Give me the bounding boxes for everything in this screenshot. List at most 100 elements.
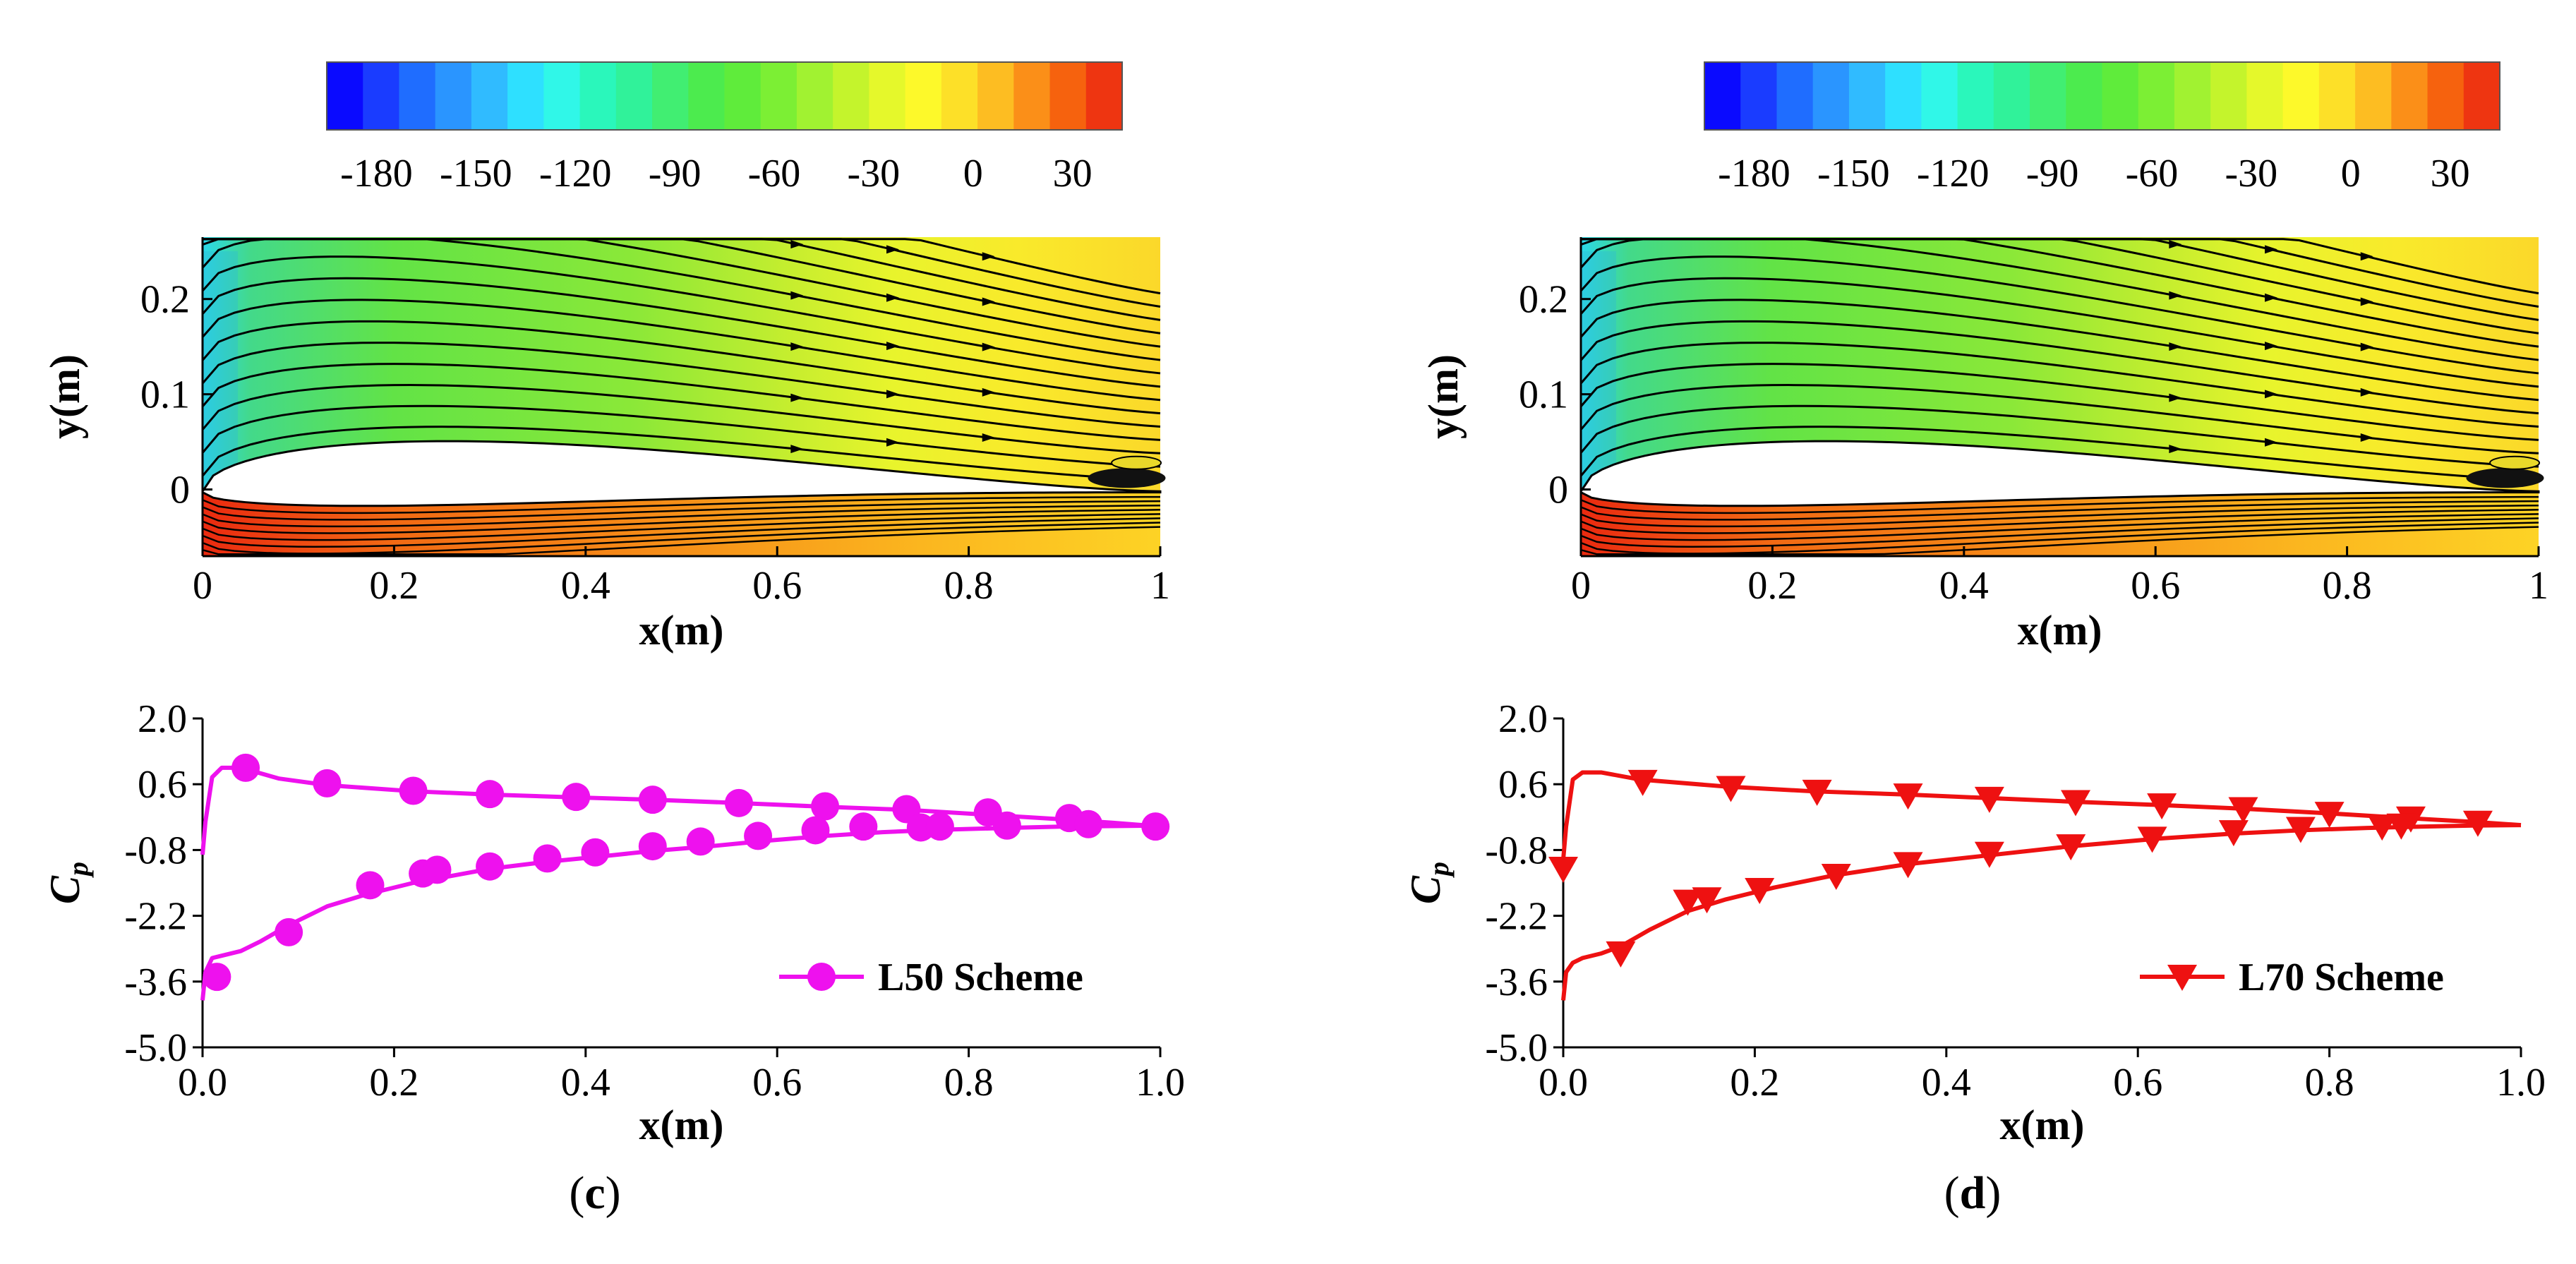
streamline <box>1580 509 2539 534</box>
colorbar-cell <box>435 62 472 130</box>
cp-upper-marker <box>811 792 840 821</box>
cp-lower-marker <box>581 838 610 867</box>
legend-marker <box>2140 965 2225 991</box>
legend-symbol <box>807 963 836 991</box>
streamline-arrow <box>2265 438 2278 447</box>
streamline <box>1580 517 2539 548</box>
cp-lower-marker <box>1673 889 1703 916</box>
streamline-arrow <box>886 293 900 302</box>
contour-xlabel: x(m) <box>2018 607 2102 654</box>
colorbar-cells <box>326 61 1123 131</box>
y-tick-label: -0.8 <box>1485 829 1548 872</box>
cp-ylabel-main: C <box>1402 875 1449 904</box>
contour-ylabel: y(m) <box>1420 354 1467 439</box>
colorbar-cell <box>796 62 833 130</box>
cp-lower-marker <box>686 827 715 856</box>
y-tick-label: -0.8 <box>124 829 187 872</box>
cp-lower-marker <box>356 871 385 900</box>
streamline-arrow <box>2169 240 2182 249</box>
colorbar-cell <box>2282 62 2320 130</box>
x-tick-label: 0.0 <box>178 1061 227 1105</box>
streamline <box>1579 384 2539 455</box>
cp-lower-marker <box>2367 814 2397 841</box>
cp-lower-marker <box>1606 941 1636 968</box>
cp-xlabel: x(m) <box>639 1102 724 1148</box>
legend-label: L50 Scheme <box>878 956 1083 999</box>
streamline-arrow <box>886 245 900 254</box>
streamline <box>202 522 1161 555</box>
streamline <box>1580 495 2539 514</box>
colorbar-cell <box>941 62 978 130</box>
streamline <box>201 255 1161 375</box>
streamline-arrow <box>790 445 804 454</box>
cp-upper-marker <box>313 769 342 797</box>
y-tick-label: 0.2 <box>1519 278 1568 322</box>
cp-upper-marker <box>1802 779 1832 806</box>
cp-upper-marker <box>1141 812 1170 841</box>
cp-lower-marker <box>1745 877 1775 904</box>
streamline-arrow <box>982 297 995 306</box>
streamline <box>1580 526 2539 555</box>
x-tick-label: 0.8 <box>944 1061 994 1105</box>
x-tick-label: 0.4 <box>561 564 610 608</box>
pressure-field <box>201 237 1166 556</box>
colorbar-cell <box>1848 62 1886 130</box>
cp-ylabel-main: C <box>42 875 88 904</box>
x-tick-label: 0.6 <box>752 564 802 608</box>
x-tick-label: 0.6 <box>2131 564 2180 608</box>
streamline <box>1579 426 2539 481</box>
cp-lower-marker <box>1974 841 2004 868</box>
cp-ylabel: Cp <box>1402 862 1455 904</box>
cp-lower-marker <box>1821 864 1851 891</box>
panel-c: -180 -150 -120 -90 -60 -30 0 30 0 0.2 0.4 0.6 0.8 10… <box>42 61 1185 1219</box>
colorbar-cell <box>2246 62 2284 130</box>
caption-letter: d <box>1960 1167 1986 1219</box>
colorbar-tick-label: 0 <box>963 152 983 195</box>
cp-ylabel-sub: p <box>62 862 94 878</box>
x-tick-label: 0.4 <box>1922 1061 1971 1105</box>
colorbar-cell <box>724 62 762 130</box>
colorbar-cell <box>833 62 870 130</box>
colorbar-tick-label: -30 <box>847 152 900 195</box>
y-tick-label: -2.2 <box>124 895 187 939</box>
colorbar-tick-label: -90 <box>2026 152 2079 195</box>
x-tick-label: 1 <box>2529 564 2548 608</box>
leading-edge-suction <box>203 251 238 490</box>
cp-lower-marker <box>1548 857 1578 884</box>
cp-lower-marker <box>801 816 830 845</box>
colorbar-tick-label: -150 <box>440 152 512 195</box>
colorbar-cell <box>327 62 363 130</box>
cp-lower-marker <box>992 811 1021 840</box>
streamline-arrow <box>2360 252 2373 261</box>
cp-chart: 0.0 0.2 0.4 0.6 0.8 1.0 2.0 0.6 -0.8 -2.2 -3.6 -5.0… <box>1402 697 2546 1148</box>
cp-upper-marker <box>231 753 260 782</box>
cp-series <box>200 753 1170 1001</box>
trailing-vortex <box>2466 468 2544 488</box>
streamline-arrow <box>982 252 995 261</box>
cp-lower-marker <box>638 832 667 861</box>
streamline-arrow <box>790 342 804 351</box>
cp-lower-marker <box>476 852 505 881</box>
cp-lower-marker <box>925 812 954 841</box>
streamline <box>1581 238 2539 295</box>
streamline-arrow <box>2360 297 2373 306</box>
legend: L70 Scheme <box>2140 956 2444 999</box>
streamline-arrow <box>2360 433 2373 442</box>
cp-upper-marker <box>2147 793 2177 820</box>
colorbar-cell <box>1921 62 1958 130</box>
streamline-arrow <box>2360 387 2373 397</box>
contour-axes: 0 0.2 0.4 0.6 0.8 1 0 0.1 0.2 <box>140 237 1170 608</box>
legend: L50 Scheme <box>779 956 1083 999</box>
streamline <box>202 513 1161 541</box>
colorbar-tick-label: 30 <box>2431 152 2470 195</box>
streamline <box>201 320 1161 415</box>
cp-upper-marker <box>2462 810 2493 837</box>
airfoil <box>1579 440 2540 507</box>
streamline-arrow <box>2169 291 2182 300</box>
y-tick-label: 0 <box>1548 469 1568 512</box>
streamline <box>201 426 1161 481</box>
cp-upper-marker <box>2228 797 2258 824</box>
cp-lower-marker <box>203 963 231 992</box>
streamline <box>1580 500 2539 521</box>
y-tick-label: -5.0 <box>1485 1026 1548 1070</box>
